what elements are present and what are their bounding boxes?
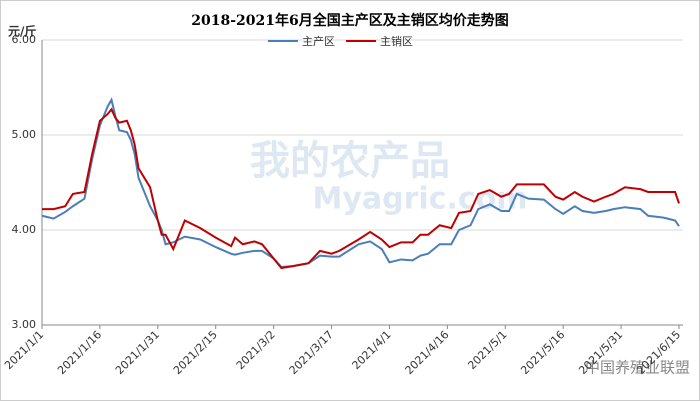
y-tick-label: 4.00 <box>12 223 37 236</box>
watermark: 我的农产品 <box>250 138 450 184</box>
line-series <box>42 107 680 270</box>
legend-label: 主销区 <box>380 34 413 48</box>
legend-label: 主产区 <box>302 34 335 48</box>
line-series <box>41 97 680 269</box>
y-tick-label: 6.00 <box>12 33 37 46</box>
y-tick-label: 3.00 <box>12 318 37 331</box>
chart-title: 2018-2021年6月全国主产区及主销区均价走势图 <box>191 12 508 29</box>
y-tick-label: 5.00 <box>12 128 37 141</box>
watermark: 中国养殖业联盟 <box>585 359 690 377</box>
watermark: Myagric.com <box>312 182 527 217</box>
y-axis-label: 元/斤 <box>8 24 36 39</box>
